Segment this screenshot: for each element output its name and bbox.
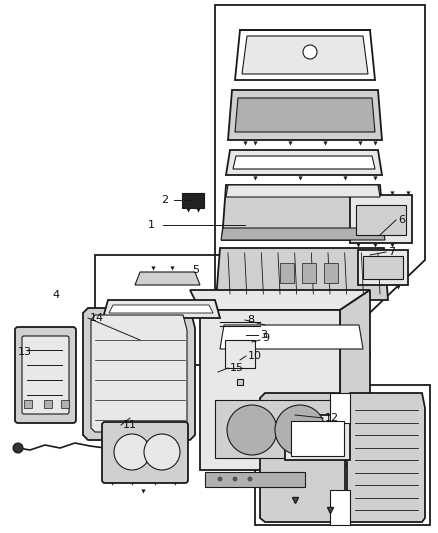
Bar (182, 193, 204, 208)
Polygon shape (221, 228, 385, 240)
Polygon shape (109, 305, 213, 313)
Circle shape (144, 434, 180, 470)
Polygon shape (235, 98, 375, 132)
Circle shape (275, 405, 325, 455)
Polygon shape (103, 300, 220, 318)
Bar (330, 393, 350, 423)
Text: 10: 10 (248, 351, 262, 361)
Circle shape (13, 443, 23, 453)
Polygon shape (235, 30, 375, 80)
Text: 12: 12 (325, 413, 339, 423)
Bar (44, 400, 52, 408)
Text: 5: 5 (192, 265, 199, 275)
Bar (225, 340, 255, 368)
Text: 13: 13 (18, 347, 32, 357)
Text: 9: 9 (262, 333, 269, 343)
Text: 1: 1 (148, 220, 155, 230)
Bar (291, 421, 344, 456)
Bar (205, 472, 305, 487)
FancyBboxPatch shape (22, 336, 69, 414)
Bar (350, 195, 412, 243)
Text: 4: 4 (53, 290, 60, 300)
Bar (302, 263, 316, 283)
Bar (215, 400, 340, 458)
Bar (285, 415, 350, 460)
Bar (200, 310, 340, 470)
Polygon shape (220, 325, 363, 349)
Bar (330, 490, 350, 525)
Polygon shape (340, 290, 370, 470)
Polygon shape (91, 315, 187, 432)
Polygon shape (228, 90, 382, 140)
Polygon shape (226, 150, 382, 175)
Circle shape (303, 45, 317, 59)
Text: 2: 2 (161, 195, 168, 205)
Polygon shape (222, 185, 385, 240)
Polygon shape (260, 393, 345, 522)
Circle shape (114, 434, 150, 470)
Polygon shape (226, 185, 380, 197)
Text: 15: 15 (230, 363, 244, 373)
Circle shape (247, 477, 252, 481)
Bar (95, 255, 250, 365)
FancyBboxPatch shape (102, 422, 188, 483)
Polygon shape (190, 290, 370, 310)
Bar (324, 263, 338, 283)
Bar (61, 400, 69, 408)
Polygon shape (347, 393, 425, 522)
FancyBboxPatch shape (15, 327, 76, 423)
Text: 14: 14 (90, 313, 104, 323)
Circle shape (218, 477, 223, 481)
Polygon shape (242, 36, 368, 74)
Polygon shape (233, 156, 375, 169)
Circle shape (233, 477, 237, 481)
Text: 7: 7 (388, 247, 395, 257)
Polygon shape (83, 308, 195, 440)
Polygon shape (213, 320, 370, 355)
Bar (280, 263, 294, 283)
Bar (356, 205, 406, 235)
Bar (358, 250, 408, 285)
Bar (24, 400, 32, 408)
Polygon shape (216, 248, 388, 300)
Polygon shape (135, 272, 200, 285)
Text: 8: 8 (247, 315, 254, 325)
Text: 3: 3 (260, 330, 267, 340)
Bar (255, 385, 430, 525)
Bar (363, 256, 403, 279)
Text: 6: 6 (398, 215, 405, 225)
Text: 11: 11 (123, 420, 137, 430)
Circle shape (227, 405, 277, 455)
